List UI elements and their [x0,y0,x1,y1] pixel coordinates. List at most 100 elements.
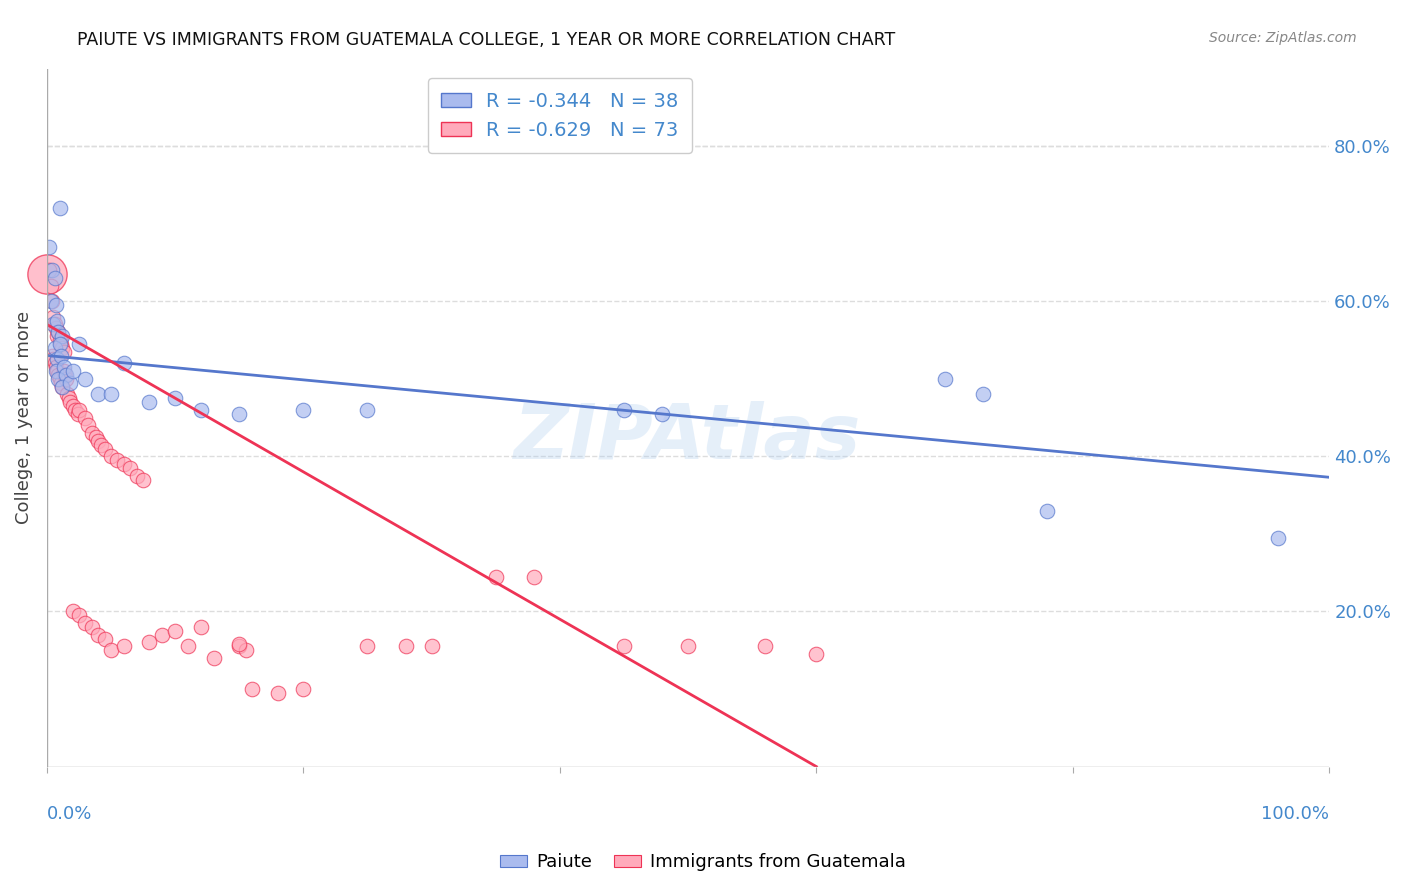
Text: Source: ZipAtlas.com: Source: ZipAtlas.com [1209,31,1357,45]
Point [38,263,60,277]
Point [52,364,75,378]
Point [80,426,103,441]
Point [41,263,63,277]
Point [676,640,699,654]
Point [292,402,315,417]
Point [87,387,110,401]
Point [39,294,62,309]
Point [46,364,69,378]
Point [45,360,67,375]
Point [107,453,129,467]
Point [52,360,75,375]
Point [62,604,84,618]
Point [46,352,69,367]
Point [235,643,257,657]
Point [132,473,155,487]
Point [150,628,173,642]
Point [46,313,69,327]
Point [420,640,443,654]
Point [84,430,107,444]
Point [42,310,65,324]
Point [51,341,73,355]
Point [190,402,212,417]
Point [66,407,89,421]
Text: 100.0%: 100.0% [1261,805,1329,823]
Point [87,434,110,448]
Legend: R = -0.344   N = 38, R = -0.629   N = 73: R = -0.344 N = 38, R = -0.629 N = 73 [427,78,692,153]
Point [93,442,115,456]
Text: ZIPAtlas: ZIPAtlas [515,401,862,475]
Point [138,635,160,649]
Point [35,267,58,281]
Point [59,376,82,390]
Point [395,640,418,654]
Point [59,395,82,409]
Point [934,372,956,386]
Point [972,387,994,401]
Y-axis label: College, 1 year or more: College, 1 year or more [15,311,32,524]
Point [100,387,122,401]
Point [80,620,103,634]
Point [165,391,187,405]
Point [523,569,546,583]
Point [45,321,67,335]
Point [1267,531,1289,545]
Point [44,271,66,285]
Point [46,329,69,343]
Point [77,418,100,433]
Point [177,640,200,654]
Point [228,407,250,421]
Point [56,387,79,401]
Point [48,372,70,386]
Legend: Paiute, Immigrants from Guatemala: Paiute, Immigrants from Guatemala [494,847,912,879]
Point [356,402,378,417]
Point [485,569,508,583]
Point [63,402,86,417]
Point [651,407,673,421]
Point [38,240,60,254]
Point [75,616,97,631]
Point [613,402,636,417]
Point [55,372,77,386]
Point [228,637,250,651]
Point [62,399,84,413]
Point [49,376,72,390]
Point [48,368,70,382]
Point [93,632,115,646]
Point [42,318,65,332]
Point [87,628,110,642]
Point [138,395,160,409]
Point [45,364,67,378]
Point [120,461,142,475]
Point [55,368,77,382]
Point [48,337,70,351]
Point [67,402,90,417]
Point [42,352,65,367]
Point [39,278,62,293]
Point [240,681,263,696]
Point [44,318,66,332]
Point [48,201,70,215]
Point [51,329,73,343]
Point [754,640,776,654]
Point [41,349,63,363]
Point [45,298,67,312]
Point [58,391,80,405]
Point [112,640,135,654]
Point [67,337,90,351]
Point [53,368,76,382]
Point [112,457,135,471]
Text: 0.0%: 0.0% [46,805,93,823]
Point [75,410,97,425]
Point [125,468,148,483]
Point [75,372,97,386]
Point [44,341,66,355]
Point [48,325,70,339]
Point [52,344,75,359]
Point [806,647,828,661]
Point [228,640,250,654]
Text: PAIUTE VS IMMIGRANTS FROM GUATEMALA COLLEGE, 1 YEAR OR MORE CORRELATION CHART: PAIUTE VS IMMIGRANTS FROM GUATEMALA COLL… [77,31,896,49]
Point [165,624,187,638]
Point [112,356,135,370]
Point [67,608,90,623]
